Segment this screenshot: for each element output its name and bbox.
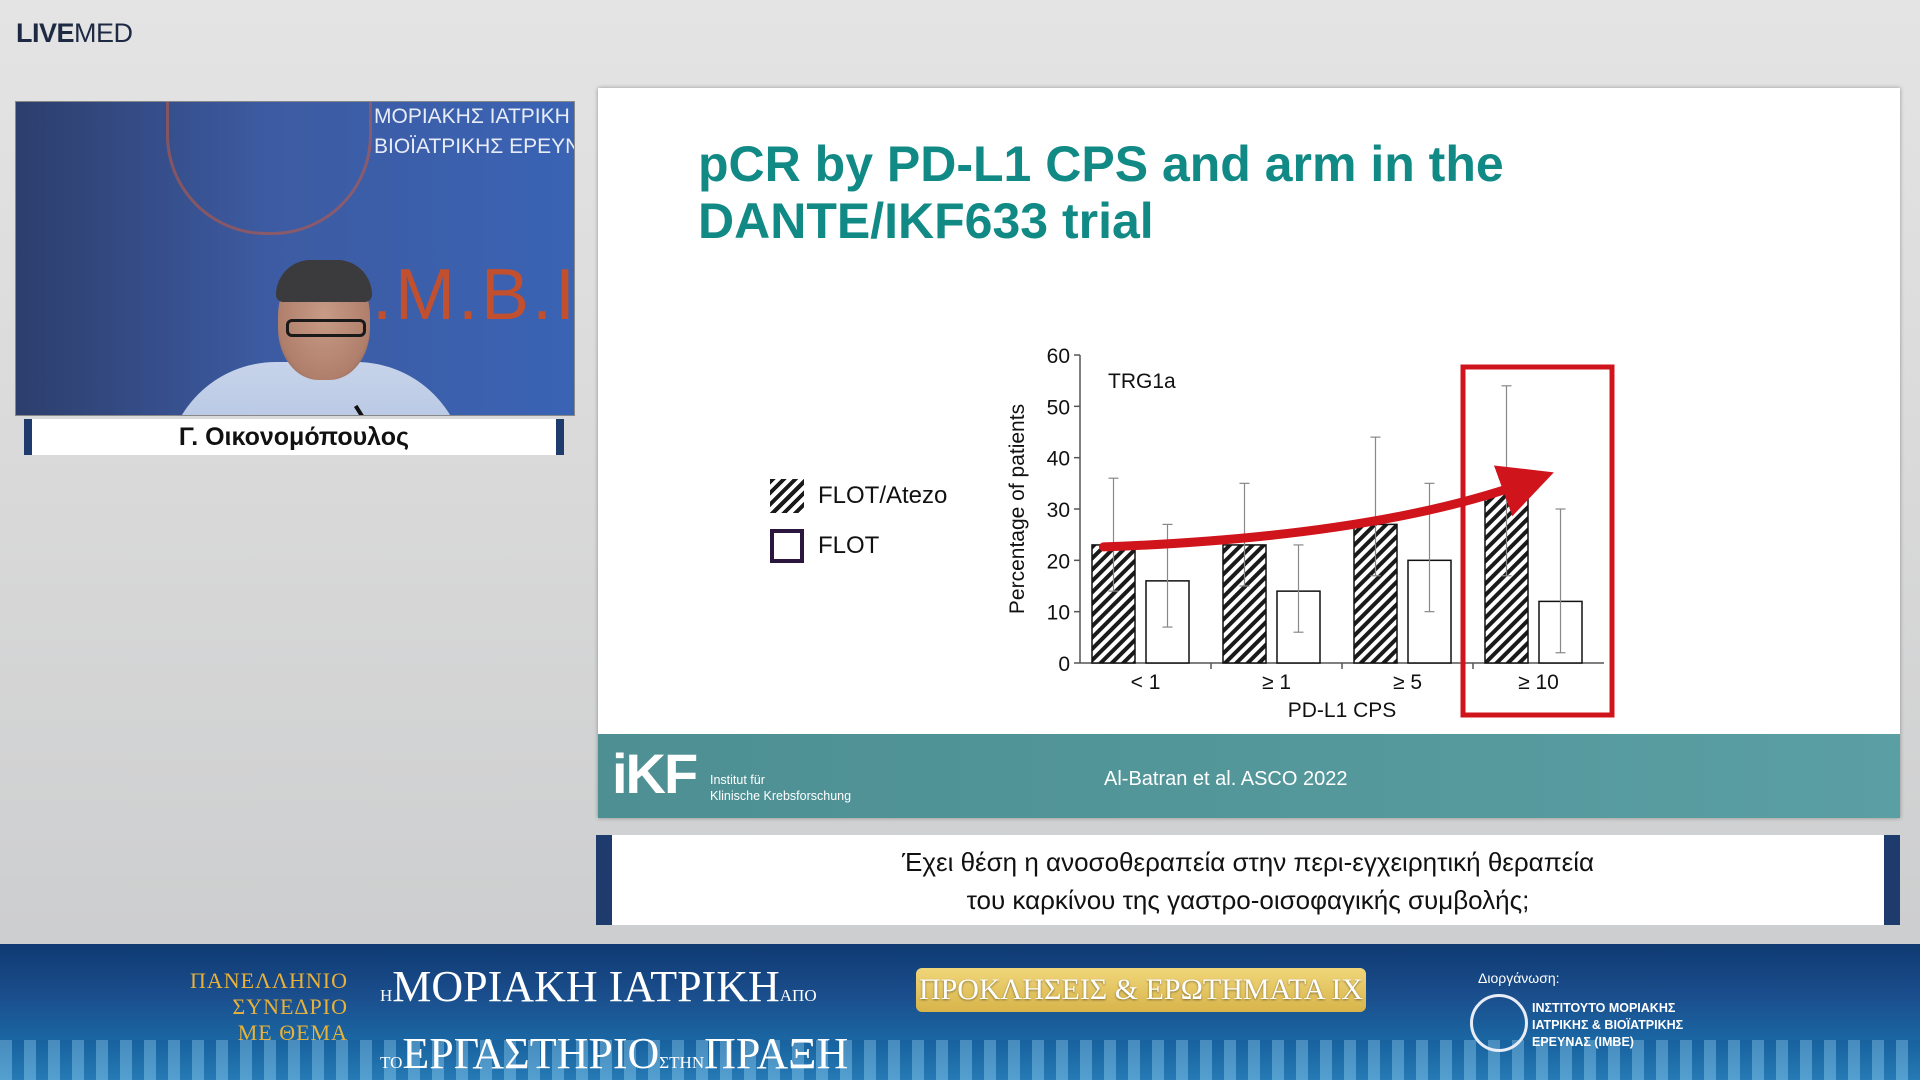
banner-title-line-1: ΗΜΟΡΙΑΚΗ ΙΑΤΡΙΚΗΑΠΟ [380, 958, 848, 1025]
banner-post-2: ΣΤΗΝ [659, 1053, 705, 1072]
wave-decoration [0, 1040, 1920, 1080]
backdrop-line-2: ΒΙΟΪΑΤΡΙΚΗΣ ΕΡΕΥΝ [374, 135, 575, 158]
y-tick-label: 50 [1047, 396, 1070, 419]
x-tick-label: < 1 [1131, 671, 1161, 694]
speaker-video: ΜΟΡΙΑΚΗΣ ΙΑΤΡΙΚΗ ΒΙΟΪΑΤΡΙΚΗΣ ΕΡΕΥΝ Ι.Μ.Β… [15, 101, 575, 416]
trend-arrow [1099, 465, 1554, 552]
speaker-glasses [286, 319, 366, 337]
x-axis-label: PD-L1 CPS [1288, 699, 1397, 722]
conference-banner: ΠΑΝΕΛΛΗΝΙΟ ΣΥΝΕΔΡΙΟ ΜΕ ΘΕΜΑ ΗΜΟΡΙΑΚΗ ΙΑΤ… [0, 944, 1920, 1080]
banner-post-1: ΑΠΟ [779, 986, 817, 1005]
banner-left-text: ΠΑΝΕΛΛΗΝΙΟ ΣΥΝΕΔΡΙΟ ΜΕ ΘΕΜΑ [176, 968, 348, 1046]
backdrop-imbe-letters: Ι.Μ.Β.Ι [348, 255, 575, 335]
y-tick-label: 30 [1047, 499, 1070, 522]
y-tick-label: 60 [1047, 345, 1070, 368]
slide-title-line-1: pCR by PD-L1 CPS and arm in the [698, 136, 1504, 192]
hatched-swatch-icon [770, 479, 804, 513]
legend-item-flot-atezo: FLOT/Atezo [770, 471, 947, 521]
banner-title: ΗΜΟΡΙΑΚΗ ΙΑΤΡΙΚΗΑΠΟ ΤΟΕΡΓΑΣΤΗΡΙΟΣΤΗΝΠΡΑΞ… [380, 958, 848, 1080]
banner-main-2: ΕΡΓΑΣΤΗΡΙΟ [402, 1029, 660, 1078]
ikf-logo: iKF [612, 742, 698, 805]
organizer-name-line-1: ΙΝΣΤΙΤΟΥΤΟ ΜΟΡΙΑΚΗΣ [1532, 1001, 1676, 1015]
y-tick-label: 0 [1058, 653, 1070, 676]
banner-left-line-1: ΠΑΝΕΛΛΗΝΙΟ [190, 968, 348, 993]
dna-logo-graphic [166, 102, 372, 235]
chart-annotation: TRG1a [1108, 370, 1176, 393]
caption-line-2: του καρκίνου της γαστρο-οισοφαγικής συμβ… [966, 885, 1530, 915]
legend-item-flot: FLOT [770, 521, 947, 571]
backdrop-line-1: ΜΟΡΙΑΚΗΣ ΙΑΤΡΙΚΗ [374, 105, 570, 128]
ikf-sub-line-1: Institut für [710, 773, 765, 787]
x-tick-label: ≥ 5 [1393, 671, 1422, 694]
x-tick-label: ≥ 10 [1518, 671, 1559, 694]
organizer-name-line-2: ΙΑΤΡΙΚΗΣ & ΒΙΟΪΑΤΡΙΚΗΣ [1532, 1018, 1684, 1032]
banner-main-1: ΜΟΡΙΑΚΗ ΙΑΤΡΙΚΗ [392, 962, 780, 1011]
y-tick-label: 20 [1047, 550, 1070, 573]
banner-left-line-2: ΣΥΝΕΔΡΙΟ [232, 994, 348, 1019]
banner-pre-1: Η [380, 986, 393, 1005]
logo-bold-text: LIVE [16, 18, 75, 48]
bar-flot-atezo [1222, 544, 1267, 664]
imbe-logo-icon [1470, 994, 1528, 1052]
ikf-logo-subtitle: Institut für Klinische Krebsforschung [710, 772, 851, 804]
slide-title-line-2: DANTE/IKF633 trial [698, 193, 1154, 249]
presentation-slide: pCR by PD-L1 CPS and arm in the DANTE/IK… [598, 88, 1900, 818]
institute-backdrop-text: ΜΟΡΙΑΚΗΣ ΙΑΤΡΙΚΗ ΒΙΟΪΑΤΡΙΚΗΣ ΕΡΕΥΝ [374, 102, 574, 162]
y-axis-label: Percentage of patients [1006, 404, 1029, 614]
caption-line-1: Έχει θέση η ανοσοθεραπεία στην περι-εγχε… [901, 847, 1595, 877]
organizer-label: Διοργάνωση: [1478, 970, 1560, 986]
chart-legend: FLOT/Atezo FLOT [770, 471, 947, 571]
highlight-box [1460, 364, 1615, 718]
banner-subtitle-pill: ΠΡΟΚΛΗΣΕΙΣ & ΕΡΩΤΗΜΑΤΑ ΙΧ [916, 968, 1366, 1012]
y-tick-label: 40 [1047, 448, 1070, 471]
banner-pre-2: ΤΟ [380, 1053, 403, 1072]
y-tick-label: 10 [1047, 602, 1070, 625]
ikf-sub-line-2: Klinische Krebsforschung [710, 789, 852, 803]
banner-main-3: ΠΡΑΞΗ [704, 1029, 849, 1078]
x-tick-label: ≥ 1 [1262, 671, 1291, 694]
bar-chart: 0 10 20 30 40 50 60 Percentage of patients TRG1a… [1006, 345, 1615, 722]
slide-footer: iKF Institut für Klinische Krebsforschun… [598, 734, 1900, 818]
organizer-name: ΙΝΣΤΙΤΟΥΤΟ ΜΟΡΙΑΚΗΣ ΙΑΤΡΙΚΗΣ & ΒΙΟΪΑΤΡΙΚ… [1532, 1000, 1683, 1051]
speaker-hair [276, 260, 372, 302]
banner-title-line-2: ΤΟΕΡΓΑΣΤΗΡΙΟΣΤΗΝΠΡΑΞΗ [380, 1025, 848, 1080]
speaker-name-bar: Γ. Οικονομόπουλος [24, 419, 564, 455]
slide-title: pCR by PD-L1 CPS and arm in the DANTE/IK… [698, 136, 1698, 250]
banner-left-line-3: ΜΕ ΘΕΜΑ [237, 1020, 348, 1045]
organizer-name-line-3: ΕΡΕΥΝΑΣ (ΙΜΒΕ) [1532, 1035, 1634, 1049]
logo-light-text: MED [74, 18, 133, 48]
legend-label: FLOT [818, 532, 880, 559]
question-caption: Έχει θέση η ανοσοθεραπεία στην περι-εγχε… [596, 835, 1900, 925]
slide-citation: Al-Batran et al. ASCO 2022 [1104, 768, 1348, 790]
legend-label: FLOT/Atezo [818, 482, 948, 509]
plain-swatch-icon [770, 529, 804, 563]
livemed-logo: LIVEMED [16, 18, 133, 49]
